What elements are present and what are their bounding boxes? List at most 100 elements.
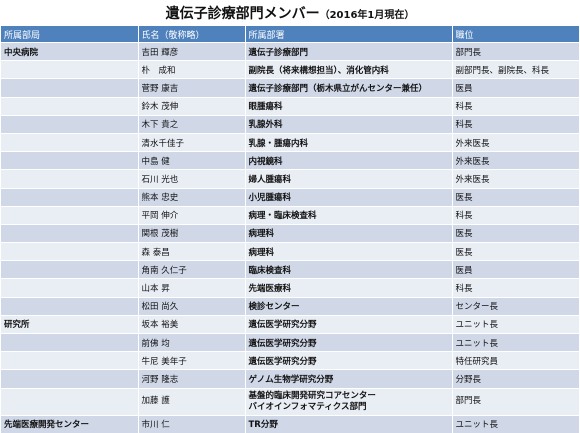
table-body: 中央病院 吉田 輝彦 遺伝子診療部門 部門長朴 成和 副院長（将来構想担当）、消化管内科… (1, 41, 580, 433)
header-name: 氏名（敬称略） (138, 26, 246, 43)
table-row: 河野 隆志 ゲノム生物学研究分野 分野長 (1, 369, 580, 389)
cell-name: 中島 健 (138, 151, 246, 170)
table-row: 牛尼 美年子 遺伝医学研究分野 特任研究員 (1, 351, 580, 370)
cell-position: ユニット長 (452, 314, 580, 334)
cell-position: 医員 (452, 78, 580, 98)
cell-bureau (1, 96, 139, 116)
cell-bureau (1, 369, 139, 389)
cell-position: 特任研究員 (452, 351, 580, 370)
cell-bureau: 研究所 (1, 314, 139, 334)
cell-bureau (1, 296, 139, 316)
cell-bureau: 先端医療開発センター (1, 414, 139, 433)
cell-dept: 副院長（将来構想担当）、消化管内科 (245, 60, 453, 79)
table-row: 先端医療開発センター 市川 仁 TR分野 ユニット長 (1, 414, 580, 433)
cell-name: 熊本 忠史 (138, 187, 246, 207)
cell-dept: 乳腺外科 (245, 114, 453, 134)
cell-bureau (1, 187, 139, 207)
table-row: 清水千佳子 乳腺・腫瘍内科 外来医長 (1, 132, 580, 152)
cell-bureau (1, 332, 139, 352)
cell-bureau: 中央病院 (1, 41, 139, 61)
cell-bureau (1, 223, 139, 243)
table-row: 関根 茂樹 病理科 医長 (1, 223, 580, 243)
table-row: 前佛 均遺伝医学研究分野 ユニット長 (1, 332, 580, 352)
cell-dept: ゲノム生物学研究分野 (245, 369, 453, 389)
cell-bureau (1, 151, 139, 170)
cell-dept: 遺伝子診療部門 (245, 41, 453, 61)
cell-bureau (1, 60, 139, 79)
cell-position: 医長 (452, 187, 580, 207)
cell-dept: 内視鏡科 (245, 151, 453, 170)
cell-position: 外来医長 (452, 169, 580, 188)
cell-dept: 病理科 (245, 223, 453, 243)
cell-position: ユニット長 (452, 332, 580, 352)
cell-name: 坂本 裕美 (138, 314, 246, 334)
cell-position: 部門長 (452, 41, 580, 61)
cell-name: 石川 光也 (138, 169, 246, 188)
cell-dept: 遺伝医学研究分野 (245, 332, 453, 352)
cell-name: 河野 隆志 (138, 369, 246, 389)
cell-bureau (1, 132, 139, 152)
cell-position: 科長 (452, 205, 580, 225)
cell-position: 医員 (452, 260, 580, 279)
cell-bureau (1, 169, 139, 188)
cell-bureau (1, 78, 139, 98)
cell-dept: 遺伝医学研究分野 (245, 351, 453, 370)
table-header-row: 所属部局 氏名（敬称略） 所属部署 職位 (1, 26, 580, 43)
table-row: 朴 成和 副院長（将来構想担当）、消化管内科 副部門長、副院長、科長 (1, 60, 580, 79)
table-row: 松田 尚久 検診センター センター長 (1, 296, 580, 316)
cell-dept: 遺伝子診療部門（栃木県立がんセンター兼任） (245, 78, 453, 98)
cell-bureau (1, 114, 139, 134)
table-row: 中央病院 吉田 輝彦 遺伝子診療部門 部門長 (1, 41, 580, 61)
cell-name: 菅野 康吉 (138, 78, 246, 98)
header-dept: 所属部署 (245, 26, 453, 43)
cell-position: 分野長 (452, 369, 580, 389)
cell-bureau (1, 351, 139, 370)
cell-name: 関根 茂樹 (138, 223, 246, 243)
table-row: 山本 昇先端医療科 科長 (1, 278, 580, 298)
cell-name: 松田 尚久 (138, 296, 246, 316)
cell-position: 副部門長、副院長、科長 (452, 60, 580, 79)
cell-position: 外来医長 (452, 132, 580, 152)
cell-name: 森 泰昌 (138, 242, 246, 261)
cell-position: センター長 (452, 296, 580, 316)
cell-name: 朴 成和 (138, 60, 246, 79)
cell-position: 外来医長 (452, 151, 580, 170)
page-title: 遺伝子診療部門メンバー（2016年1月現在） (0, 0, 580, 26)
table-row: 中島 健内視鏡科 外来医長 (1, 151, 580, 170)
cell-name: 木下 貴之 (138, 114, 246, 134)
cell-dept: 臨床検査科 (245, 260, 453, 279)
cell-dept: TR分野 (245, 414, 453, 433)
cell-dept: 乳腺・腫瘍内科 (245, 132, 453, 152)
header-bureau: 所属部局 (1, 26, 139, 43)
cell-position: ユニット長 (452, 414, 580, 433)
header-position: 職位 (452, 26, 580, 43)
cell-bureau (1, 278, 139, 298)
cell-name: 市川 仁 (138, 414, 246, 433)
cell-dept: 遺伝医学研究分野 (245, 314, 453, 334)
cell-dept: 眼腫瘍科 (245, 96, 453, 116)
table-row: 菅野 康吉 遺伝子診療部門（栃木県立がんセンター兼任） 医員 (1, 78, 580, 98)
table-row: 研究所 坂本 裕美 遺伝医学研究分野 ユニット長 (1, 314, 580, 334)
table-row: 角南 久仁子 臨床検査科 医員 (1, 260, 580, 279)
cell-position: 科長 (452, 96, 580, 116)
cell-bureau (1, 205, 139, 225)
cell-name: 角南 久仁子 (138, 260, 246, 279)
table-row: 平岡 伸介 病理・臨床検査科 科長 (1, 205, 580, 225)
table-row: 石川 光也 婦人腫瘍科 外来医長 (1, 169, 580, 188)
cell-name: 前佛 均 (138, 332, 246, 352)
cell-dept: 病理・臨床検査科 (245, 205, 453, 225)
cell-dept: 病理科 (245, 242, 453, 261)
cell-name: 鈴木 茂伸 (138, 96, 246, 116)
cell-dept: 小児腫瘍科 (245, 187, 453, 207)
cell-name: 清水千佳子 (138, 132, 246, 152)
member-table: 所属部局 氏名（敬称略） 所属部署 職位 中央病院 吉田 輝彦 遺伝子診療部門 部門長… (1, 26, 580, 433)
cell-dept: 検診センター (245, 296, 453, 316)
title-main: 遺伝子診療部門メンバー (165, 6, 320, 22)
cell-dept: 婦人腫瘍科 (245, 169, 453, 188)
cell-position: 医長 (452, 223, 580, 243)
cell-name: 牛尼 美年子 (138, 351, 246, 370)
table-row: 木下 貴之 乳腺外科 科長 (1, 114, 580, 134)
table-row: 鈴木 茂伸 眼腫瘍科 科長 (1, 96, 580, 116)
cell-name: 山本 昇 (138, 278, 246, 298)
cell-position: 科長 (452, 278, 580, 298)
